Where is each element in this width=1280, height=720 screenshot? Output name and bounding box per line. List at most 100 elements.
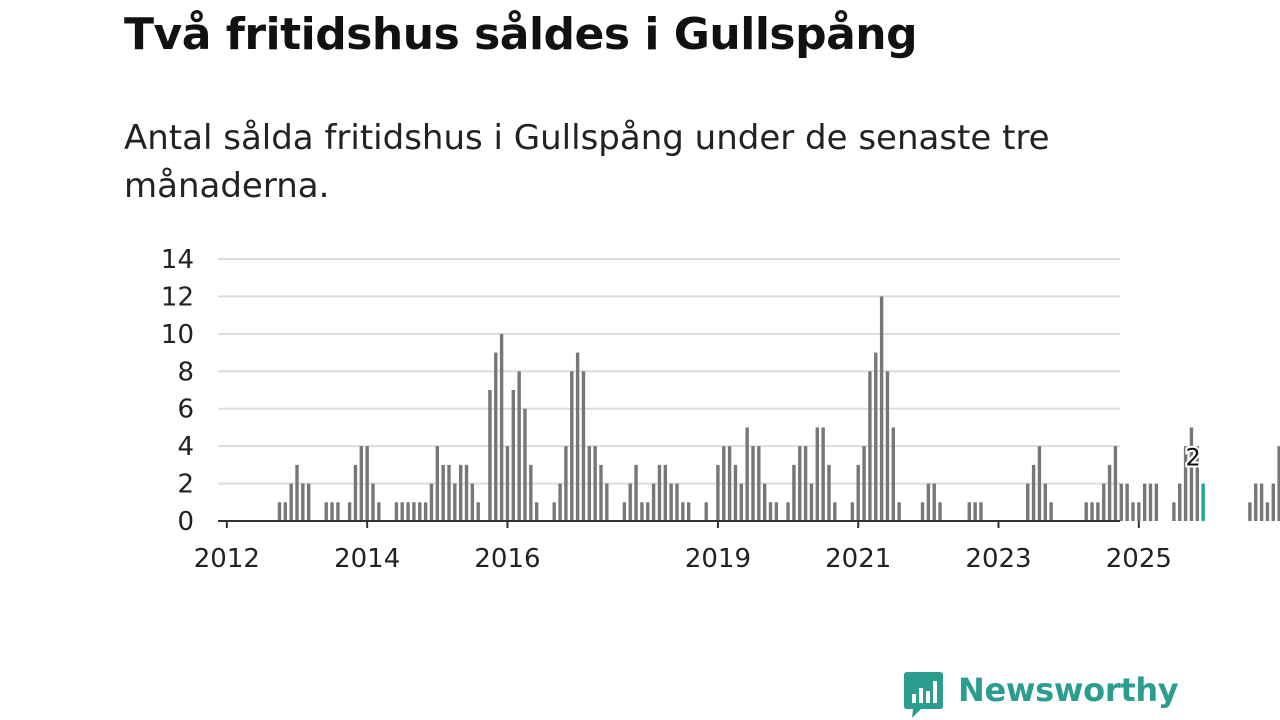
bar <box>558 483 562 521</box>
bar <box>628 483 632 521</box>
bar <box>786 502 790 521</box>
bar <box>587 446 591 521</box>
bar <box>1131 502 1135 521</box>
bar <box>815 427 819 521</box>
bar <box>552 502 556 521</box>
bar <box>1090 502 1094 521</box>
bar <box>932 483 936 521</box>
bar <box>499 333 504 521</box>
bar <box>663 464 667 521</box>
bar <box>809 483 814 521</box>
bar <box>646 502 650 521</box>
bar <box>1254 483 1258 521</box>
bar <box>774 502 779 521</box>
bar <box>856 464 860 521</box>
x-tick-label: 2012 <box>194 544 260 574</box>
bar <box>926 483 931 521</box>
bar <box>1084 502 1088 521</box>
y-tick-label: 0 <box>177 507 194 537</box>
x-tick-label: 2025 <box>1106 544 1172 574</box>
bar <box>920 502 925 521</box>
bar <box>458 464 463 521</box>
bar <box>1148 483 1153 521</box>
bar <box>517 371 521 521</box>
bar <box>423 502 428 521</box>
bar <box>1248 502 1252 521</box>
bar <box>1096 502 1100 521</box>
bar <box>745 427 749 521</box>
bar <box>336 502 340 521</box>
bar <box>347 502 352 521</box>
bar <box>523 408 527 521</box>
bar <box>418 502 422 521</box>
bar <box>441 464 445 521</box>
bar <box>301 483 305 521</box>
newsworthy-logo: Newsworthy <box>903 670 1179 720</box>
bar <box>868 371 872 521</box>
bar <box>1031 464 1036 521</box>
bar <box>803 446 808 521</box>
bar <box>798 446 802 521</box>
bar <box>891 427 895 521</box>
x-tick-label: 2019 <box>685 544 751 574</box>
bar-highlight <box>1201 483 1205 521</box>
bar <box>973 502 977 521</box>
last-value-label: 2 <box>1185 444 1200 472</box>
bar <box>1049 502 1053 521</box>
bar <box>722 446 726 521</box>
bar <box>1137 502 1141 521</box>
bar <box>570 371 574 521</box>
bar <box>575 352 580 521</box>
bar <box>1037 446 1042 521</box>
bar <box>874 352 878 521</box>
bar <box>306 483 311 521</box>
bar <box>757 446 761 521</box>
bar <box>669 483 673 521</box>
bar <box>675 483 679 521</box>
y-tick-label: 6 <box>177 395 194 425</box>
bar <box>762 483 767 521</box>
bar <box>657 464 662 521</box>
bar-chart: 0 2 4 6 8 10 12 14 2012 2014 2016 2019 2021 2023 2025 2 <box>161 245 1280 574</box>
bar <box>1142 483 1147 521</box>
x-tick-label: 2023 <box>965 544 1031 574</box>
bar <box>353 464 358 521</box>
bar <box>879 296 884 521</box>
bar <box>289 483 293 521</box>
bar <box>277 502 282 521</box>
labels: 0 2 4 6 8 10 12 14 2012 2014 2016 2019 2021 2023 2025 2 <box>161 245 1203 574</box>
bar <box>429 483 434 521</box>
bar <box>897 502 901 521</box>
bar <box>862 446 866 521</box>
bar <box>511 390 515 521</box>
bar <box>827 464 831 521</box>
chart-subtitle: Antal sålda fritidshus i Gullspång under… <box>124 118 1050 206</box>
bar <box>1178 483 1182 521</box>
bar <box>365 446 369 521</box>
bar <box>622 502 627 521</box>
bar <box>1102 483 1106 521</box>
bar <box>534 502 539 521</box>
bar <box>938 502 942 521</box>
bar <box>400 502 404 521</box>
bar <box>1113 446 1118 521</box>
bar <box>640 502 644 521</box>
bar <box>1265 502 1270 521</box>
bar <box>476 502 480 521</box>
bar <box>1259 483 1264 521</box>
bar <box>581 371 586 521</box>
y-tick-label: 8 <box>177 357 194 387</box>
bar <box>1154 483 1159 521</box>
bar <box>1119 483 1123 521</box>
bar <box>733 464 738 521</box>
bar <box>605 483 609 521</box>
bar <box>283 502 288 521</box>
bar <box>1183 446 1188 521</box>
axes <box>218 520 1140 528</box>
bar <box>1026 483 1030 521</box>
bar <box>634 464 638 521</box>
bar <box>751 446 755 521</box>
bar <box>821 427 825 521</box>
bar <box>1172 502 1176 521</box>
gridlines <box>218 258 1120 485</box>
